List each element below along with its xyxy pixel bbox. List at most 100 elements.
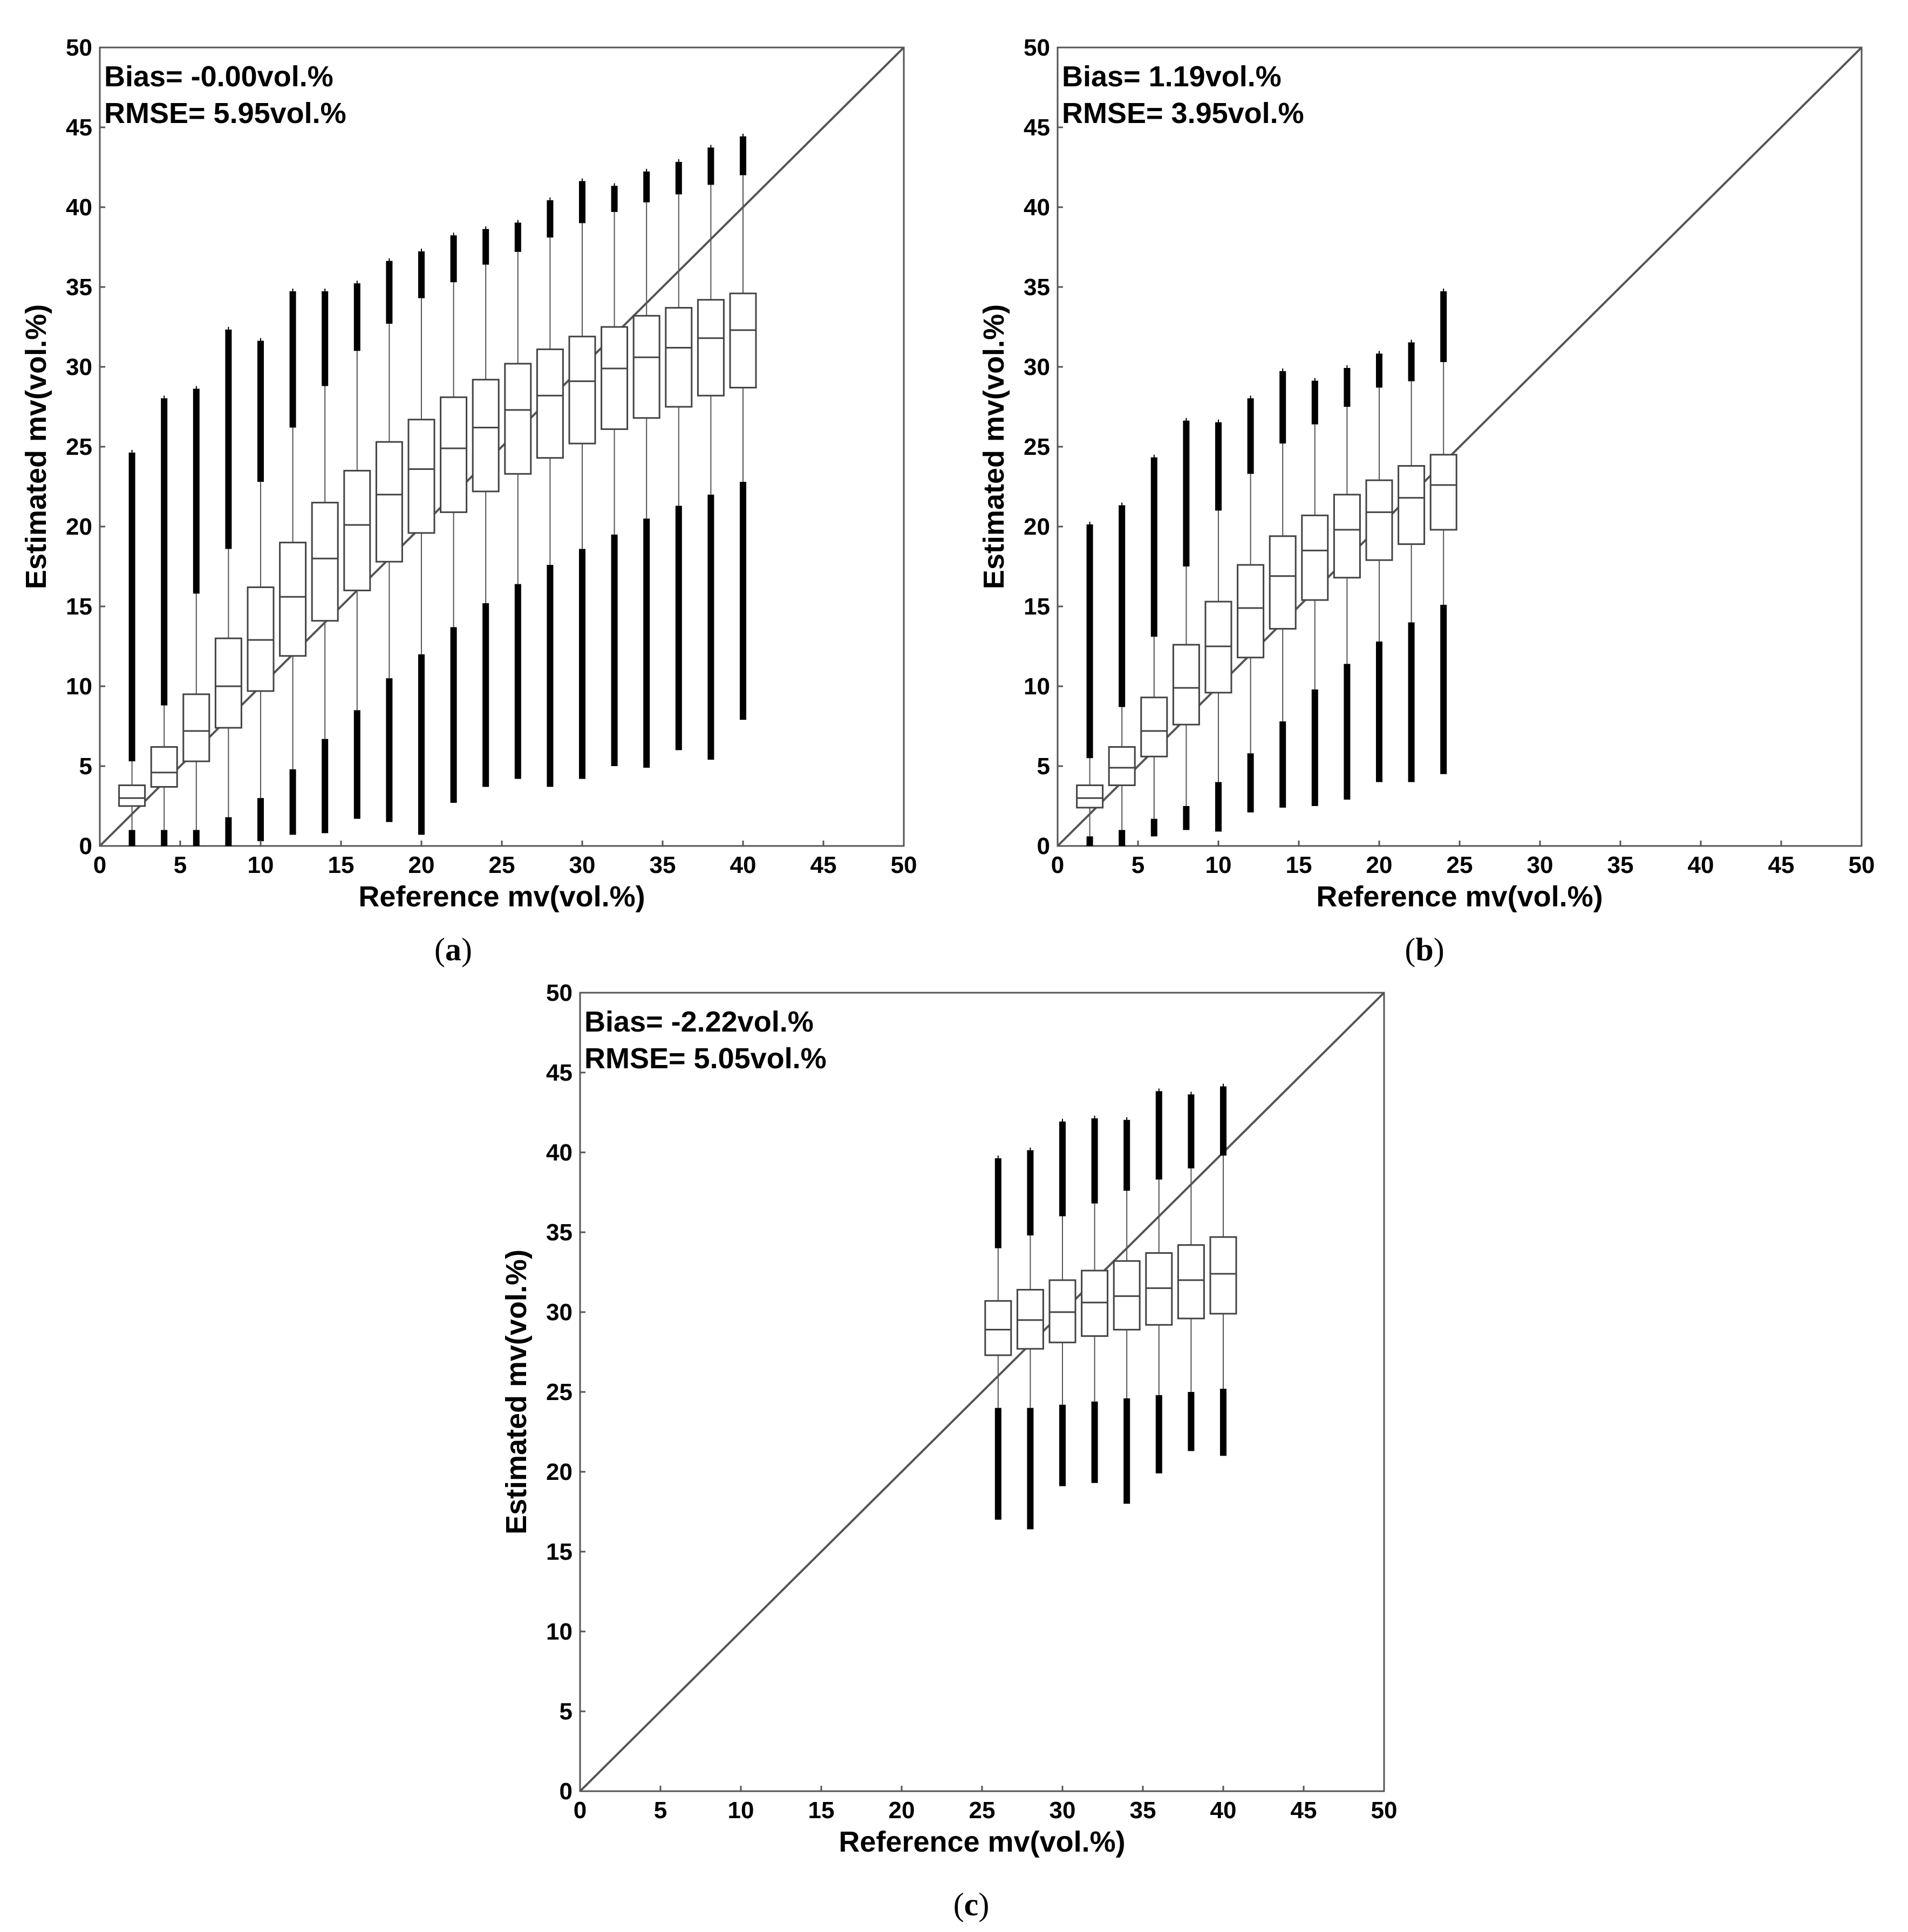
outliers-high bbox=[611, 186, 618, 212]
outlier-marker bbox=[1344, 365, 1351, 372]
box-iqr bbox=[1398, 465, 1426, 545]
outlier-marker bbox=[1183, 418, 1190, 425]
panel-b-box-x24 bbox=[1429, 288, 1457, 774]
outlier-marker bbox=[1091, 1115, 1098, 1122]
panel-c-letter: c bbox=[964, 1887, 979, 1922]
outliers-low bbox=[193, 830, 200, 846]
outliers-low bbox=[225, 817, 232, 846]
panel-b-box-x12 bbox=[1237, 395, 1265, 813]
outliers-low bbox=[322, 739, 329, 834]
outliers-low bbox=[1440, 605, 1447, 774]
outlier-marker bbox=[1215, 419, 1222, 426]
box-iqr bbox=[343, 469, 371, 591]
outliers-low bbox=[1123, 1398, 1130, 1504]
panel-b-box-x2 bbox=[1076, 522, 1104, 846]
panel-a-x-tick-label: 35 bbox=[650, 852, 676, 878]
box-iqr bbox=[407, 419, 435, 534]
outliers-low bbox=[1376, 641, 1382, 782]
panel-c-x-ticks: 0 5 10 15 20 25 30 35 40 45 50 bbox=[574, 1786, 1397, 1824]
outliers-low bbox=[1086, 836, 1093, 846]
outliers-low bbox=[1247, 753, 1254, 813]
panel-a-box-x32 bbox=[601, 183, 629, 766]
panel-c-x-tick-label: 25 bbox=[969, 1797, 996, 1824]
box-iqr bbox=[279, 542, 307, 657]
panel-a-x-axis-label: Reference mv(vol.%) bbox=[358, 880, 645, 913]
outliers-low bbox=[289, 769, 296, 835]
outlier-marker bbox=[1376, 351, 1382, 358]
panel-a-box-x12 bbox=[279, 288, 307, 835]
outlier-marker bbox=[128, 449, 135, 456]
outliers-low bbox=[1344, 664, 1351, 800]
outlier-marker bbox=[1220, 1083, 1226, 1090]
panel-c-x-tick-label: 15 bbox=[808, 1797, 835, 1824]
outlier-marker bbox=[1119, 502, 1126, 509]
outliers-high bbox=[193, 389, 200, 594]
outliers-high bbox=[289, 291, 296, 428]
outliers-low bbox=[1027, 1408, 1034, 1530]
panel-a-x-tick-label: 50 bbox=[891, 852, 917, 878]
outliers-low bbox=[643, 518, 650, 768]
outlier-marker bbox=[1027, 1148, 1034, 1155]
outliers-high bbox=[386, 261, 393, 324]
outliers-low bbox=[579, 549, 585, 779]
outlier-marker bbox=[740, 133, 746, 140]
outliers-high bbox=[514, 223, 521, 252]
outliers-high bbox=[740, 136, 746, 175]
panel-b-y-ticks: 0 5 10 15 20 25 30 35 40 45 50 bbox=[1024, 35, 1063, 859]
outliers-high bbox=[1220, 1087, 1226, 1156]
panel-a-x-tick-label: 30 bbox=[569, 852, 596, 878]
outliers-high bbox=[418, 251, 425, 298]
panel-c-y-ticks: 0 5 10 15 20 25 30 35 40 45 50 bbox=[546, 980, 585, 1805]
panel-c-box-x36 bbox=[1145, 1088, 1173, 1473]
panel-b-x-tick-label: 0 bbox=[1051, 852, 1064, 878]
panel-a-y-tick-label: 35 bbox=[66, 274, 92, 301]
panel-a-box-x34 bbox=[632, 168, 660, 768]
panel-a-box-x38 bbox=[697, 145, 725, 760]
panel-b-letter: b bbox=[1415, 932, 1433, 967]
outliers-low bbox=[1279, 721, 1286, 808]
panel-a-x-tick-label: 5 bbox=[174, 852, 187, 878]
panel-a-letter: a bbox=[445, 932, 461, 967]
panel-a-box-x28 bbox=[536, 197, 564, 787]
panel-a-box-x14 bbox=[311, 288, 339, 834]
outlier-marker bbox=[579, 178, 585, 185]
panel-c-box-x38 bbox=[1177, 1091, 1205, 1451]
outlier-marker bbox=[193, 386, 200, 393]
outlier-marker bbox=[418, 248, 425, 255]
outliers-high bbox=[1123, 1120, 1130, 1191]
panel-c-x-tick-label: 40 bbox=[1210, 1797, 1237, 1824]
panel-b-y-tick-label: 10 bbox=[1024, 673, 1050, 700]
outlier-marker bbox=[1123, 1117, 1130, 1124]
panel-a-box-x36 bbox=[665, 159, 693, 750]
box-iqr bbox=[1172, 644, 1200, 726]
outliers-high bbox=[161, 399, 168, 706]
panel-a-x-tick-label: 15 bbox=[328, 852, 355, 878]
panel-a-x-tick-label: 45 bbox=[810, 852, 837, 878]
panel-b-x-axis-label: Reference mv(vol.%) bbox=[1316, 880, 1603, 913]
outliers-high bbox=[322, 291, 329, 386]
outlier-marker bbox=[1150, 454, 1157, 461]
panel-a-box-x4 bbox=[150, 395, 178, 846]
outliers-high bbox=[225, 330, 232, 549]
panel-b-x-tick-label: 5 bbox=[1132, 852, 1144, 878]
outliers-high bbox=[353, 284, 360, 351]
outliers-low bbox=[450, 627, 457, 803]
outlier-marker bbox=[322, 288, 329, 295]
outlier-marker bbox=[353, 281, 360, 288]
panel-a-box-x22 bbox=[440, 233, 468, 803]
panel-c-box-x32 bbox=[1081, 1115, 1109, 1483]
panel-a-box-x18 bbox=[375, 258, 403, 822]
box-iqr bbox=[311, 502, 339, 622]
outlier-marker bbox=[1188, 1091, 1195, 1098]
outliers-low bbox=[1215, 782, 1222, 832]
panel-c-y-tick-label: 20 bbox=[546, 1459, 573, 1485]
outlier-marker bbox=[1247, 395, 1254, 402]
panel-a-y-tick-label: 40 bbox=[66, 194, 92, 221]
panel-c-box-x30 bbox=[1048, 1118, 1076, 1486]
outliers-low bbox=[740, 482, 746, 720]
panel-c-x-tick-label: 35 bbox=[1130, 1797, 1156, 1824]
outliers-high bbox=[1279, 371, 1286, 444]
outliers-high bbox=[1059, 1122, 1066, 1217]
panel-a-y-tick-label: 10 bbox=[66, 673, 92, 700]
